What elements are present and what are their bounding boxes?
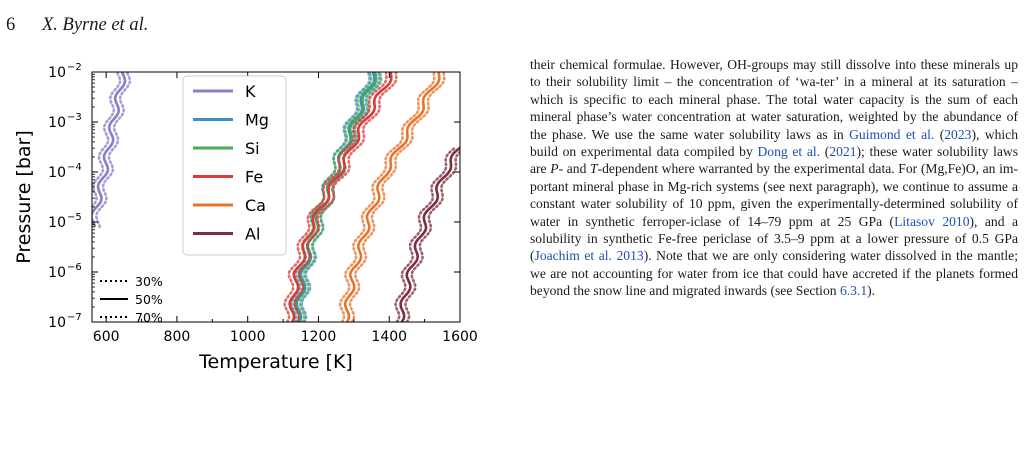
ref-litasov-link[interactable]: Litasov 2010	[894, 213, 970, 229]
x-tick-label: 1600	[442, 329, 478, 345]
legend-label-mg: Mg	[245, 111, 269, 130]
series-fe-50pct-line	[288, 72, 393, 322]
y-tick-label: 10	[48, 215, 66, 231]
running-head: 6 X. Byrne et al.	[6, 14, 148, 36]
body-text-7: ). Note that we are only considering wat…	[530, 248, 1018, 299]
body-text-3: ); these water solubility laws are	[530, 144, 1019, 177]
linestyle-label-1: 30%	[135, 274, 163, 289]
var-pressure: P	[550, 161, 559, 177]
page-number: 6	[6, 15, 16, 35]
series-al-70pct-line	[404, 150, 460, 322]
y-tick-label: 10	[48, 165, 66, 181]
series-fe-70pct-line	[293, 72, 398, 322]
x-tick-label: 600	[93, 329, 120, 345]
y-axis-title: Pressure [bar]	[13, 130, 35, 264]
series-ca-30pct-line	[338, 72, 436, 322]
legend-box	[182, 75, 287, 256]
y-tick-label: 10	[48, 315, 66, 331]
legend-label-si: Si	[245, 139, 260, 158]
var-temperature: T	[590, 161, 598, 177]
x-tick-label: 800	[164, 329, 191, 345]
series-k-50pct-line	[92, 72, 127, 228]
linestyle-label-3: 70%	[135, 310, 163, 325]
legend-label-fe: Fe	[245, 168, 263, 187]
body-paragraph: their chemical formulae. However, OH-gro…	[530, 57, 1019, 299]
series-k-70pct-line	[95, 72, 132, 229]
legend-label-ca: Ca	[245, 196, 266, 215]
y-tick-label: 10	[48, 65, 66, 81]
y-tick-exponent: −5	[67, 212, 82, 223]
body-text-5: -dependent where warranted by the experi…	[530, 161, 1018, 229]
x-tick-label: 1000	[230, 329, 266, 345]
chart-svg: 600 800 1000 1200 1400 160010−210−310−410−510…	[13, 62, 478, 373]
y-tick-exponent: −4	[67, 162, 82, 173]
body-text-2: ), which build on experimental data comp…	[530, 126, 1018, 160]
series-k-30pct-line	[92, 72, 122, 209]
y-tick-exponent: −3	[67, 112, 82, 123]
tick-layer: 600 800 1000 1200 1400 160010−210−310−410−510…	[48, 62, 478, 345]
series-ca-50pct-line	[343, 72, 441, 322]
plot-frame	[91, 71, 461, 323]
legend-label-k: K	[245, 82, 256, 101]
body-text-4: - and	[558, 161, 591, 177]
ref-dong-link[interactable]: Dong et al.	[757, 144, 821, 160]
y-tick-exponent: −7	[67, 312, 82, 323]
linestyle-legend: 30% 50% 70%	[100, 274, 163, 325]
y-tick-label: 10	[48, 115, 66, 131]
body-text-6: ), and a solubility in synthetic Fe-free…	[530, 213, 1018, 264]
y-tick-label: 10	[48, 265, 66, 281]
series-al-50pct-line	[399, 146, 460, 322]
series-al-30pct-line	[394, 145, 458, 322]
x-tick-label: 1400	[371, 329, 407, 345]
x-tick-label: 1200	[301, 329, 337, 345]
y-tick-exponent: −6	[67, 262, 82, 273]
running-head-authors: X. Byrne et al.	[42, 15, 149, 35]
body-text-1: their chemical formulae. However, OH-gro…	[530, 57, 1018, 142]
series-ca-70pct-line	[348, 72, 446, 322]
x-axis-title: Temperature [K]	[198, 351, 353, 373]
ref-section-link[interactable]: 6.3.1	[839, 283, 868, 299]
body-text-8: ).	[867, 283, 876, 299]
ref-guimond-year-link[interactable]: 2023	[944, 126, 972, 142]
ref-dong-year-link[interactable]: 2021	[829, 144, 857, 160]
series-fe-30pct-line	[283, 72, 388, 322]
y-tick-exponent: −2	[67, 62, 82, 73]
ref-guimond-link[interactable]: Guimond et al.	[849, 126, 935, 142]
figure-pressure-temperature: 600 800 1000 1200 1400 1600 10 −2 10 −3 10 −4 10 −5 10…	[0, 55, 500, 385]
series-layer	[92, 72, 460, 322]
linestyle-label-2: 50%	[135, 292, 163, 307]
legend-label-al: Al	[245, 225, 260, 244]
ref-joachim-link[interactable]: Joachim et al. 2013	[534, 248, 644, 264]
legend: K Mg Si Fe Ca Al	[182, 75, 287, 256]
